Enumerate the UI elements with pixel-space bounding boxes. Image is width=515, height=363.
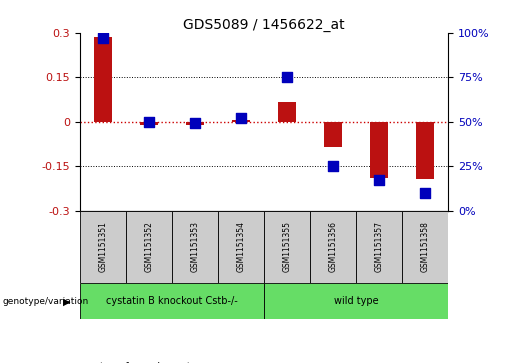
Bar	[402, 211, 448, 283]
Point	[237, 115, 245, 121]
Bar	[232, 120, 250, 122]
Text: GSM1151358: GSM1151358	[421, 221, 430, 272]
Bar	[80, 283, 264, 319]
Bar	[186, 122, 204, 125]
Point	[145, 119, 153, 125]
Bar	[94, 37, 112, 122]
Bar	[416, 122, 434, 179]
Title: GDS5089 / 1456622_at: GDS5089 / 1456622_at	[183, 18, 345, 32]
Text: genotype/variation: genotype/variation	[3, 297, 89, 306]
Text: ▶: ▶	[63, 296, 71, 306]
Text: GSM1151354: GSM1151354	[236, 221, 246, 272]
Text: GSM1151353: GSM1151353	[191, 221, 199, 272]
Bar	[370, 122, 388, 178]
Text: GSM1151355: GSM1151355	[282, 221, 291, 272]
Text: wild type: wild type	[334, 296, 379, 306]
Text: cystatin B knockout Cstb-/-: cystatin B knockout Cstb-/-	[106, 296, 238, 306]
Text: GSM1151356: GSM1151356	[329, 221, 337, 272]
Bar	[264, 283, 448, 319]
Point	[329, 163, 337, 169]
Point	[375, 178, 383, 183]
Text: GSM1151357: GSM1151357	[374, 221, 384, 272]
Point	[99, 35, 107, 41]
Bar	[324, 122, 342, 147]
Text: GSM1151351: GSM1151351	[98, 221, 107, 272]
Bar	[80, 211, 126, 283]
Bar	[264, 211, 310, 283]
Bar	[278, 102, 296, 122]
Bar	[172, 211, 218, 283]
Bar	[310, 211, 356, 283]
Bar	[356, 211, 402, 283]
Point	[421, 190, 429, 196]
Text: transformed count: transformed count	[99, 362, 191, 363]
Point	[283, 74, 291, 80]
Bar	[126, 211, 172, 283]
Point	[191, 121, 199, 126]
Bar	[218, 211, 264, 283]
Bar	[140, 122, 158, 125]
Text: GSM1151352: GSM1151352	[144, 221, 153, 272]
